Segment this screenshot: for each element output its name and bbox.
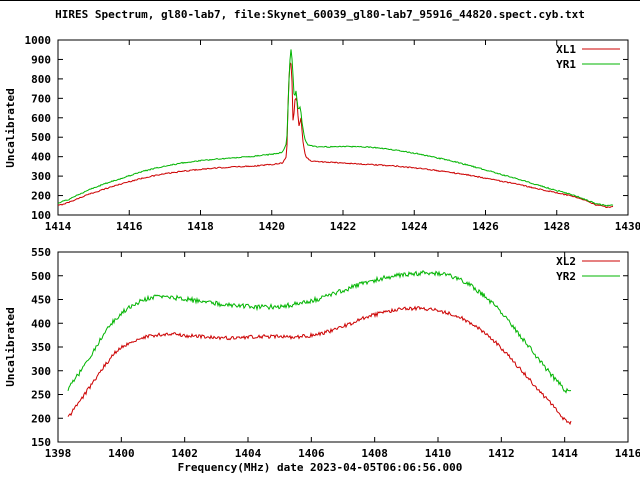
series-XL1-line bbox=[57, 61, 614, 208]
x-axis-label: Frequency(MHz) date 2023-04-05T06:06:56.… bbox=[178, 461, 463, 474]
x-tick-label: 1426 bbox=[472, 220, 499, 233]
plot-border bbox=[57, 251, 629, 443]
y-tick-label: 400 bbox=[31, 317, 51, 330]
bottom-chart-ylabel: Uncalibrated bbox=[4, 307, 17, 386]
series-YR1-line bbox=[57, 49, 614, 207]
y-tick-label: 700 bbox=[31, 92, 51, 105]
y-tick-label: 200 bbox=[31, 190, 51, 203]
plot-border bbox=[57, 39, 629, 216]
x-tick-label: 1422 bbox=[330, 220, 357, 233]
x-tick-label: 1412 bbox=[488, 447, 515, 460]
x-tick-label: 1410 bbox=[425, 447, 452, 460]
x-tick-label: 1398 bbox=[45, 447, 72, 460]
bottom-chart: 1398 1400 1402 1404 1406 1408 1410 1412 1414 1416… bbox=[31, 246, 640, 460]
y-tick-label: 100 bbox=[31, 209, 51, 222]
top-chart-ylabel: Uncalibrated bbox=[4, 88, 17, 167]
y-tick-label: 200 bbox=[31, 412, 51, 425]
x-tick-label: 1402 bbox=[171, 447, 198, 460]
window-top-border bbox=[0, 0, 640, 1]
x-tick-label: 1428 bbox=[544, 220, 571, 233]
y-tick-label: 450 bbox=[31, 294, 51, 307]
x-tick-label: 1420 bbox=[259, 220, 286, 233]
y-tick-label: 300 bbox=[31, 170, 51, 183]
x-tick-label: 1404 bbox=[235, 447, 262, 460]
y-tick-label: 250 bbox=[31, 389, 51, 402]
x-tick-label: 1400 bbox=[108, 447, 135, 460]
chart-title: HIRES Spectrum, gl80-lab7, file:Skynet_6… bbox=[55, 8, 585, 21]
series-XL2-line bbox=[67, 305, 572, 426]
y-tick-label: 1000 bbox=[25, 34, 52, 47]
y-tick-label: 500 bbox=[31, 270, 51, 283]
y-tick-label: 800 bbox=[31, 73, 51, 86]
y-tick-label: 600 bbox=[31, 112, 51, 125]
legend-label-XL1: XL1 bbox=[556, 43, 576, 56]
x-tick-label: 1416 bbox=[116, 220, 143, 233]
y-tick-label: 500 bbox=[31, 131, 51, 144]
y-tick-label: 300 bbox=[31, 365, 51, 378]
x-tick-label: 1406 bbox=[298, 447, 325, 460]
y-tick-label: 900 bbox=[31, 53, 51, 66]
x-tick-label: 1414 bbox=[551, 447, 578, 460]
x-tick-label: 1408 bbox=[361, 447, 388, 460]
legend-label-YR2: YR2 bbox=[556, 270, 576, 283]
top-chart: 1414 1416 1418 1420 1422 1424 1426 1428 1430 100 2… bbox=[25, 34, 640, 233]
y-tick-label: 350 bbox=[31, 341, 51, 354]
series-YR2-line bbox=[67, 270, 572, 394]
y-tick-label: 400 bbox=[31, 151, 51, 164]
legend-label-YR1: YR1 bbox=[556, 58, 576, 71]
x-tick-label: 1416 bbox=[615, 447, 640, 460]
x-tick-label: 1424 bbox=[401, 220, 428, 233]
x-tick-label: 1414 bbox=[45, 220, 72, 233]
x-tick-label: 1430 bbox=[615, 220, 640, 233]
legend-label-XL2: XL2 bbox=[556, 255, 576, 268]
x-tick-label: 1418 bbox=[187, 220, 214, 233]
y-tick-label: 150 bbox=[31, 436, 51, 449]
y-tick-label: 550 bbox=[31, 246, 51, 259]
